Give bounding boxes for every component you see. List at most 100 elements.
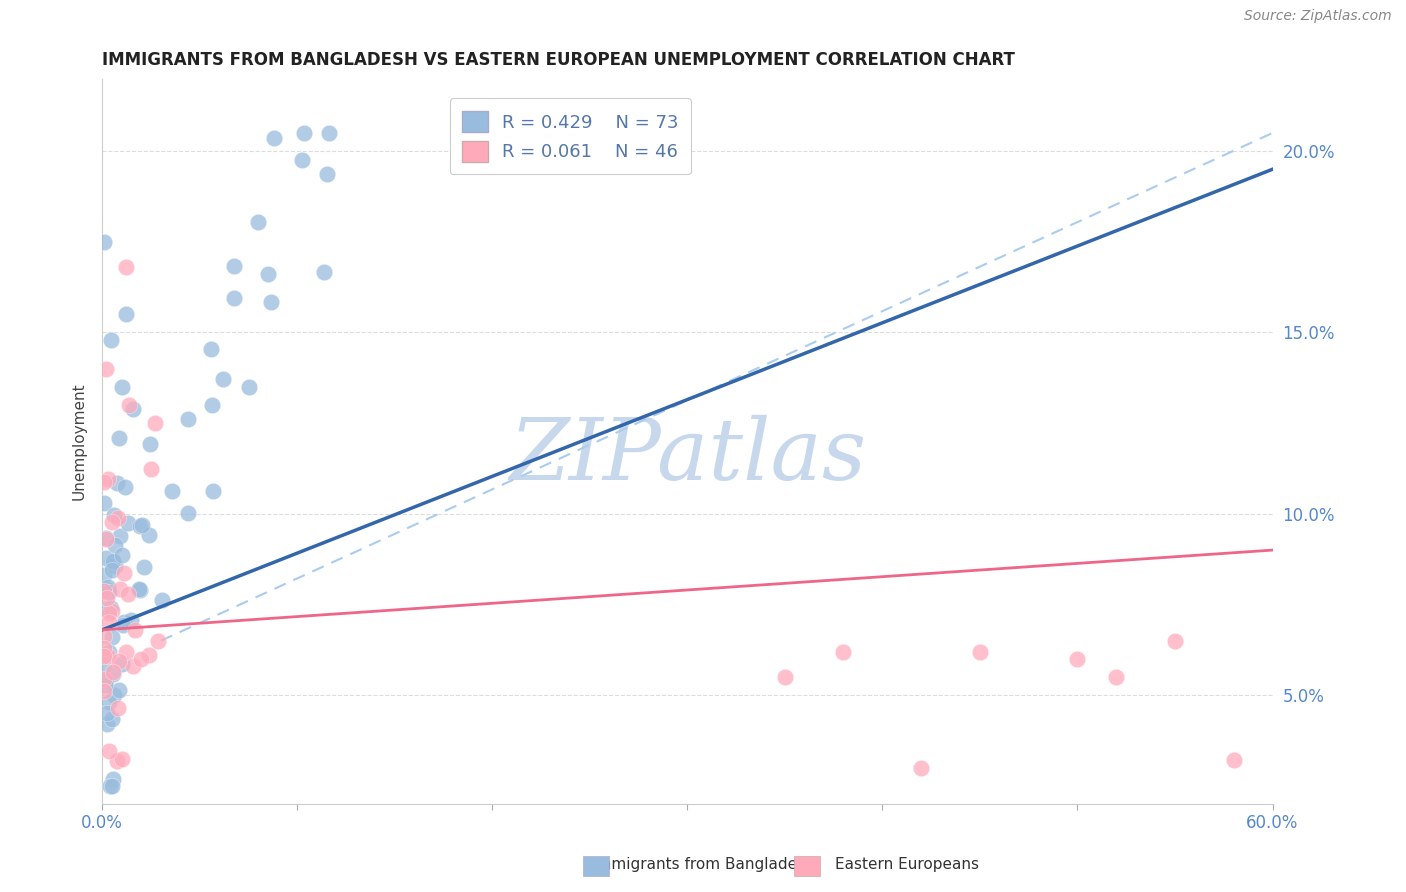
Point <box>291 153 314 167</box>
Point <box>246 215 269 229</box>
Point <box>96 591 118 606</box>
Point <box>101 554 124 568</box>
Point <box>224 260 246 274</box>
Point <box>1222 754 1244 768</box>
Point <box>177 506 200 520</box>
Point <box>118 398 141 412</box>
Point <box>122 401 145 416</box>
Point <box>94 532 117 546</box>
Point <box>97 580 120 594</box>
Point <box>121 659 143 673</box>
Point <box>138 528 160 542</box>
Point <box>114 480 136 494</box>
Point <box>108 654 131 668</box>
Point <box>138 648 160 663</box>
Point <box>132 559 155 574</box>
Point <box>93 235 115 249</box>
Point <box>200 342 222 356</box>
Point <box>143 416 166 430</box>
Point <box>107 701 129 715</box>
Point <box>238 380 260 394</box>
Point <box>93 673 115 687</box>
Point <box>93 601 115 615</box>
Point <box>100 601 122 615</box>
Point <box>124 623 146 637</box>
Point <box>222 291 245 305</box>
Point <box>101 712 124 726</box>
Point <box>108 682 131 697</box>
Point <box>100 604 122 618</box>
Point <box>97 743 120 757</box>
Point <box>773 670 796 684</box>
Point <box>160 483 183 498</box>
Point <box>128 583 150 598</box>
Point <box>910 761 932 775</box>
Point <box>131 517 153 532</box>
Point <box>93 683 115 698</box>
Point <box>139 437 162 451</box>
Point <box>129 652 152 666</box>
Point <box>292 126 315 140</box>
Point <box>832 645 855 659</box>
Point <box>114 260 136 275</box>
Point <box>1105 670 1128 684</box>
Point <box>103 688 125 702</box>
Point <box>212 372 235 386</box>
Point <box>101 667 124 681</box>
Point <box>101 515 124 529</box>
Point <box>202 484 225 499</box>
Point <box>94 678 117 692</box>
Point <box>104 538 127 552</box>
Point <box>150 593 173 607</box>
Point <box>111 380 134 394</box>
Point <box>100 333 122 347</box>
Point <box>93 629 115 643</box>
Point <box>94 551 117 566</box>
Point <box>98 584 121 599</box>
Point <box>177 412 200 426</box>
Point <box>94 532 117 546</box>
Point <box>112 618 135 632</box>
Point <box>257 267 280 281</box>
Point <box>93 568 115 582</box>
Point <box>314 265 336 279</box>
Point <box>111 657 134 671</box>
Point <box>93 659 115 673</box>
Point <box>98 615 121 629</box>
Point <box>93 641 115 656</box>
Point <box>97 472 120 486</box>
Point <box>260 295 283 310</box>
Text: Immigrants from Bangladesh: Immigrants from Bangladesh <box>592 857 814 872</box>
Point <box>101 563 124 577</box>
Point <box>318 126 340 140</box>
Point <box>96 717 118 731</box>
Point <box>96 582 118 597</box>
Text: Eastern Europeans: Eastern Europeans <box>835 857 979 872</box>
Point <box>103 508 125 523</box>
Point <box>128 519 150 533</box>
Point <box>96 361 118 376</box>
Point <box>108 582 131 596</box>
Point <box>108 432 131 446</box>
Point <box>112 615 135 629</box>
Point <box>139 462 162 476</box>
Point <box>120 613 142 627</box>
Text: IMMIGRANTS FROM BANGLADESH VS EASTERN EUROPEAN UNEMPLOYMENT CORRELATION CHART: IMMIGRANTS FROM BANGLADESH VS EASTERN EU… <box>103 51 1015 69</box>
Point <box>98 602 121 616</box>
Point <box>315 167 337 181</box>
Point <box>97 648 120 663</box>
Point <box>96 706 118 720</box>
Point <box>1164 633 1187 648</box>
Point <box>148 634 170 648</box>
Point <box>114 307 136 321</box>
Point <box>108 529 131 543</box>
Point <box>93 496 115 510</box>
Point <box>128 582 150 596</box>
Point <box>111 549 134 563</box>
Point <box>263 131 285 145</box>
Y-axis label: Unemployment: Unemployment <box>72 383 86 500</box>
Text: ZIPatlas: ZIPatlas <box>509 415 866 497</box>
Point <box>98 606 121 620</box>
Point <box>93 583 115 598</box>
Point <box>105 476 128 491</box>
